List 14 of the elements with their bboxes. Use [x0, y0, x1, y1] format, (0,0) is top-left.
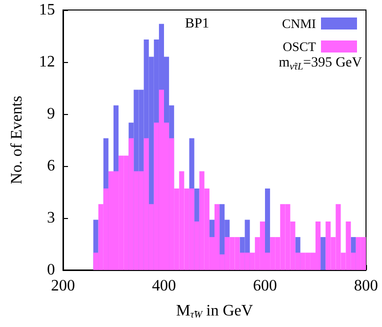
x-tick-label: 400	[152, 278, 176, 294]
legend-label: OSCT	[282, 39, 316, 54]
legend-label: CNMI	[282, 16, 316, 31]
y-tick-label: 0	[47, 262, 55, 278]
x-tick-label: 800	[354, 278, 378, 294]
x-tick-label: 200	[51, 278, 75, 294]
x-tick-label: 600	[253, 278, 277, 294]
y-tick-label: 12	[39, 54, 55, 70]
annotation: BP1	[185, 16, 210, 32]
y-tick-label: 15	[39, 2, 55, 18]
y-tick-label: 9	[47, 106, 55, 122]
y-tick-label: 3	[47, 210, 55, 226]
y-tick-label: 6	[47, 158, 55, 174]
y-axis-title: No. of Events	[8, 96, 26, 184]
